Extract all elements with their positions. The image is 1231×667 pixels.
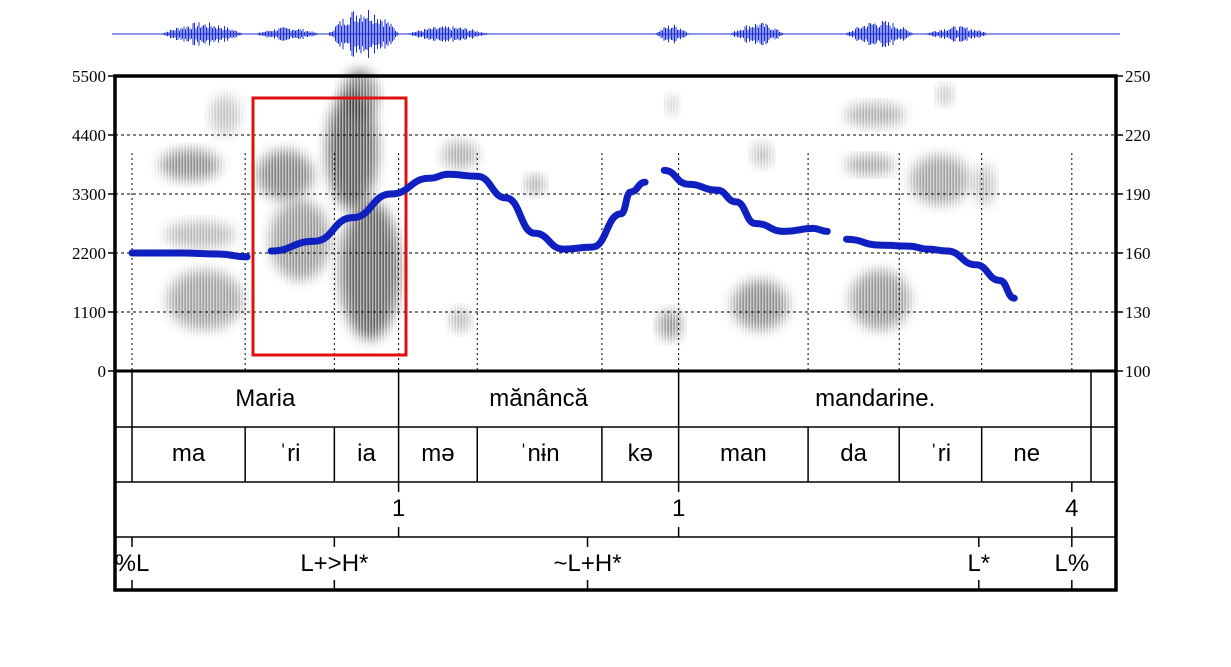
syllable-label: mə [421,440,454,467]
syllable-label: da [840,440,867,467]
pitch-segment [843,235,1018,302]
left-axis-tick-label: 1100 [73,303,106,322]
syllable-tier: ma ˈri ia mə ˈnɨn kə man da ˈri ne [172,427,1040,482]
right-axis-tick-label: 130 [1125,303,1151,322]
pitch-segment [660,166,831,235]
word-tier: Maria mănâncă mandarine. [235,371,935,427]
syllable-label: man [720,440,767,467]
left-axis-tick-label: 3300 [72,185,106,204]
syllable-label: ˈri [930,440,951,467]
pitch-track [128,166,1018,302]
word-label: mandarine. [815,385,935,412]
left-axis-tick-label: 2200 [72,244,106,263]
tone-tier: %L L+>H* ~L+H* L* L% [115,537,1089,590]
plot-frame [113,74,1118,592]
right-axis-tick-label: 160 [1125,244,1151,263]
syllable-label: ne [1013,440,1040,467]
tone-label: L+>H* [300,550,368,577]
pitch-segment [267,170,649,255]
tone-label: L% [1054,550,1089,577]
left-axis-tick-label: 4400 [72,126,106,145]
syllable-label: kə [628,440,653,467]
syllable-label: ˈnɨn [520,440,560,467]
tone-label: ~L+H* [553,550,621,577]
word-label: mănâncă [489,385,588,412]
syllable-label: ˈri [279,440,300,467]
left-axis-tick-label: 5500 [72,67,106,86]
right-axis-tick-label: 220 [1125,126,1151,145]
right-axis-tick-label: 100 [1125,362,1151,381]
spectrogram [115,70,1116,371]
pitch-segment [128,249,251,261]
tone-label: %L [115,550,150,577]
break-index-tier: 1 1 4 [392,482,1078,537]
right-axis-tick-label: 190 [1125,185,1151,204]
syllable-label: ma [172,440,206,467]
left-frequency-axis: 5500 4400 3300 2200 1100 0 [72,67,115,381]
right-axis-tick-label: 250 [1125,67,1151,86]
break-index-label: 1 [392,495,405,522]
audio-waveform [112,10,1120,58]
spectrogram-texture [115,76,1116,371]
left-axis-tick-label: 0 [98,362,107,381]
break-index-label: 1 [672,495,685,522]
syllable-label: ia [357,440,376,467]
break-index-label: 4 [1065,495,1078,522]
right-pitch-axis: 250 220 190 160 130 100 [1116,67,1151,381]
word-label: Maria [235,385,296,412]
highlight-box [251,96,408,357]
tone-label: L* [967,550,990,577]
waveform-trace [112,10,1120,58]
